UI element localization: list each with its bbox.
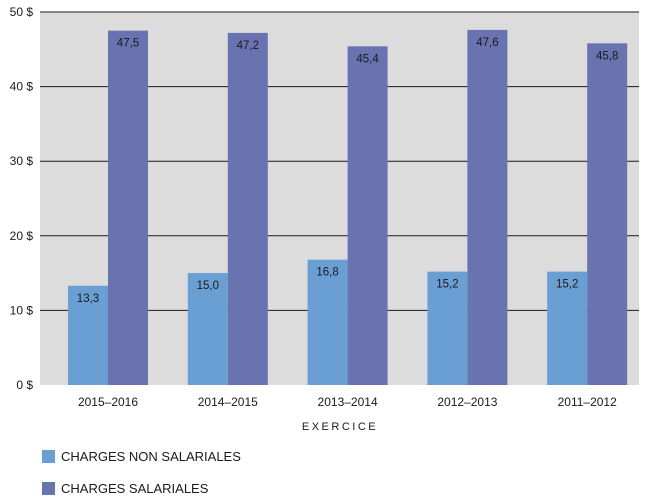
- x-tick-labels: 2015–2016 2014–2015 2013–2014 2012–2013 2011…: [78, 395, 617, 409]
- data-label: 47,6: [476, 37, 498, 49]
- legend: CHARGES NON SALARIALES CHARGES SALARIALE…: [42, 440, 241, 504]
- bar-chart: 0 $ 10 $ 20 $ 30 $ 40 $ 50 $ 13,3 47,5 15,0 47,2…: [10, 5, 639, 430]
- bars: [68, 29, 628, 386]
- x-tick-label: 2015–2016: [78, 395, 138, 409]
- data-label: 16,8: [316, 267, 338, 279]
- bar: [427, 271, 468, 385]
- bar: [227, 32, 268, 385]
- data-label: 13,3: [77, 293, 99, 305]
- data-labels: 13,3 47,5 15,0 47,2 16,8 45,4 15,2 47,6 15,2 45,8: [77, 37, 619, 305]
- y-tick-label: 40 $: [10, 80, 34, 94]
- y-tick-label: 10 $: [10, 303, 34, 317]
- legend-swatch: [42, 449, 55, 463]
- data-label: 15,0: [197, 280, 219, 292]
- y-tick-label: 50 $: [10, 5, 34, 19]
- data-label: 15,2: [556, 279, 578, 291]
- x-tick-label: 2012–2013: [437, 395, 497, 409]
- data-label: 45,4: [356, 53, 379, 65]
- x-tick-label: 2014–2015: [198, 395, 258, 409]
- bar: [187, 273, 228, 385]
- legend-label: CHARGES SALARIALES: [61, 480, 209, 496]
- legend-label: CHARGES NON SALARIALES: [61, 448, 241, 464]
- x-axis-title: EXERCICE: [302, 421, 378, 430]
- bar: [467, 29, 508, 386]
- x-tick-label: 2013–2014: [318, 395, 378, 409]
- bar: [307, 259, 348, 385]
- data-label: 47,5: [117, 38, 139, 50]
- bar: [108, 30, 148, 386]
- bar: [347, 46, 388, 385]
- x-tick-label: 2011–2012: [558, 395, 618, 409]
- y-tick-label: 0 $: [16, 378, 33, 392]
- y-tick-label: 30 $: [10, 154, 34, 168]
- legend-item-salariales: CHARGES SALARIALES: [42, 472, 241, 504]
- data-label: 15,2: [436, 279, 458, 291]
- y-tick-label: 20 $: [10, 229, 34, 243]
- y-tick-labels: 0 $ 10 $ 20 $ 30 $ 40 $ 50 $: [10, 5, 34, 392]
- bar: [68, 285, 108, 385]
- bar: [587, 43, 628, 385]
- data-label: 45,8: [596, 50, 618, 62]
- legend-swatch: [42, 481, 55, 495]
- data-label: 47,2: [237, 40, 259, 52]
- legend-item-non-salariales: CHARGES NON SALARIALES: [42, 440, 241, 472]
- bar: [547, 271, 588, 385]
